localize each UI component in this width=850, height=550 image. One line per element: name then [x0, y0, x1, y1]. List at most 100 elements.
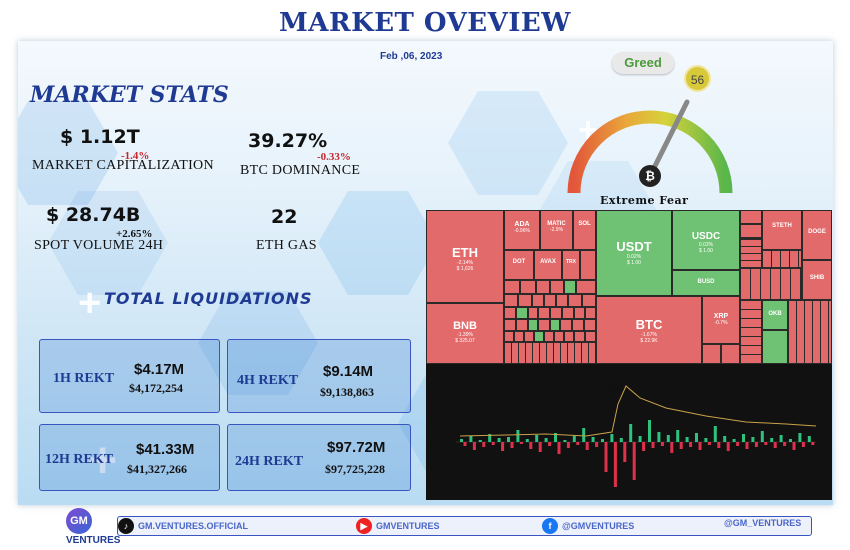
- short-liquidation-bar: [754, 442, 758, 447]
- spot-volume-value: $ 28.74B: [46, 204, 141, 226]
- social-link-facebook[interactable]: f @GMVENTURES: [542, 518, 634, 534]
- liquidation-12h-amount: $41.33M: [136, 441, 195, 458]
- youtube-icon: ▶: [356, 518, 372, 534]
- long-liquidation-bar: [676, 430, 680, 442]
- short-liquidation-bar: [773, 442, 777, 448]
- market-stats-title: MARKET STATS: [30, 82, 229, 108]
- chart-annotation: $7,993,496: [566, 381, 620, 395]
- liquidation-4h-amount: $9.14M: [323, 363, 374, 380]
- eth-gas-value: 22: [271, 206, 298, 228]
- spot-volume-change: +2.65%: [116, 228, 153, 240]
- short-liquidation-bar: [482, 442, 486, 447]
- short-liquidation-bar: [576, 442, 580, 445]
- market-cap-change: -1.4%: [121, 150, 150, 162]
- sentiment-value: 56: [684, 65, 711, 92]
- short-liquidation-bar: [783, 442, 787, 446]
- long-liquidation-bar: [704, 438, 708, 442]
- liquidation-24h-amount: $97.72M: [327, 439, 386, 456]
- short-liquidation-bar: [736, 442, 740, 446]
- liquidation-chart-plot: [426, 364, 832, 487]
- short-liquidation-bar: [595, 442, 599, 447]
- sentiment-caption: Extreme Fear: [600, 194, 689, 207]
- liquidation-chart: [426, 364, 832, 500]
- short-liquidation-bar: [585, 442, 589, 450]
- short-liquidation-bar: [698, 442, 702, 450]
- heatmap-tile-trx[interactable]: TRX: [562, 250, 580, 280]
- short-liquidation-bar: [623, 442, 627, 462]
- heatmap-tile-shib[interactable]: SHIB: [802, 260, 832, 300]
- heatmap-tile-busd[interactable]: BUSD: [672, 270, 740, 296]
- sentiment-label: Greed: [612, 52, 674, 74]
- heatmap-tile-matic[interactable]: MATIC -2.9%: [540, 210, 573, 250]
- long-liquidation-bar: [807, 436, 811, 442]
- heatmap-tile-okb[interactable]: OKB: [762, 300, 788, 330]
- heatmap-tile-xrp[interactable]: XRP -0.7%: [702, 296, 740, 344]
- short-liquidation-bar: [801, 442, 805, 447]
- social-link-youtube[interactable]: ▶ GMVENTURES: [356, 518, 440, 534]
- liquidation-24h-label: 24H REKT: [235, 454, 304, 469]
- long-liquidation-bar: [572, 436, 576, 442]
- short-liquidation-bar: [472, 442, 476, 450]
- short-liquidation-bar: [538, 442, 542, 452]
- eth-gas-label: ETH GAS: [256, 238, 317, 253]
- long-liquidation-bar: [779, 435, 783, 442]
- gauge-needle: [647, 99, 690, 179]
- long-liquidation-bar: [488, 434, 492, 442]
- btc-dominance-change: -0.33%: [317, 151, 351, 163]
- heatmap-tile-usdt[interactable]: USDT 0.02% $ 1.00: [596, 210, 672, 296]
- short-liquidation-bar: [679, 442, 683, 449]
- facebook-icon: f: [542, 518, 558, 534]
- short-liquidation-bar: [651, 442, 655, 448]
- short-liquidation-bar: [745, 442, 749, 449]
- long-liquidation-bar: [770, 438, 774, 442]
- liquidation-12h-box: [39, 424, 220, 491]
- tiktok-icon: ♪: [118, 518, 134, 534]
- short-liquidation-bar: [642, 442, 646, 451]
- long-liquidation-bar: [648, 420, 651, 442]
- liquidation-4h-full: $9,138,863: [320, 385, 374, 399]
- crypto-heatmap: ETH -2.14% $ 1,626 BNB -1.39% $ 325.07 A…: [426, 210, 832, 364]
- heatmap-tile-eth[interactable]: ETH -2.14% $ 1,626: [426, 210, 504, 303]
- long-liquidation-bar: [742, 434, 745, 442]
- long-liquidation-bar: [535, 435, 539, 442]
- gauge-arc: [567, 110, 733, 194]
- heatmap-tile-bnb[interactable]: BNB -1.39% $ 325.07: [426, 303, 504, 364]
- short-liquidation-bar: [726, 442, 730, 451]
- long-liquidation-bar: [751, 437, 755, 442]
- long-liquidation-bar: [638, 436, 642, 442]
- liquidation-4h-box: [227, 339, 411, 413]
- heatmap-tile-avax[interactable]: AVAX: [534, 250, 562, 280]
- short-liquidation-bar: [491, 442, 495, 445]
- btc-dominance-label: BTC DOMINANCE: [240, 163, 361, 178]
- short-liquidation-bar: [670, 442, 674, 453]
- heatmap-tile-steth[interactable]: STETH: [762, 210, 802, 250]
- long-liquidation-bar: [713, 426, 717, 442]
- short-liquidation-bar: [717, 442, 721, 448]
- fear-greed-gauge: ₿: [567, 99, 733, 194]
- heatmap-tile-ada[interactable]: ADA -0.96%: [504, 210, 540, 250]
- liquidation-24h-full: $97,725,228: [325, 462, 385, 476]
- heatmap-tile-sol[interactable]: SOL: [573, 210, 596, 250]
- heatmap-tile-dot[interactable]: DOT: [504, 250, 534, 280]
- heatmap-tile-doge[interactable]: DOGE: [802, 210, 832, 260]
- long-liquidation-bar: [732, 439, 736, 442]
- long-liquidation-bar: [685, 437, 689, 442]
- short-liquidation-bar: [707, 442, 711, 445]
- heatmap-tile-btc[interactable]: BTC -1.67% $ 22.9K: [596, 296, 702, 364]
- short-liquidation-bar: [463, 442, 467, 446]
- long-liquidation-bar: [695, 433, 698, 442]
- price-line: [459, 385, 817, 437]
- long-liquidation-bar: [601, 439, 604, 442]
- short-liquidation-bar: [764, 442, 768, 445]
- long-liquidation-bar: [554, 433, 557, 442]
- social-link-twitter[interactable]: @GM_VENTURES: [724, 518, 802, 528]
- bitcoin-icon: [639, 165, 661, 187]
- short-liquidation-bar: [519, 442, 523, 444]
- long-liquidation-bar: [629, 424, 633, 442]
- long-liquidation-bar: [497, 438, 501, 442]
- social-links-bar: [117, 516, 812, 536]
- social-link-tiktok[interactable]: ♪ GM.VENTURES.OFFICIAL: [118, 518, 248, 534]
- long-liquidation-bar: [798, 433, 802, 442]
- long-liquidation-bar: [516, 430, 520, 442]
- heatmap-tile-usdc[interactable]: USDC 0.03% $ 1.00: [672, 210, 740, 270]
